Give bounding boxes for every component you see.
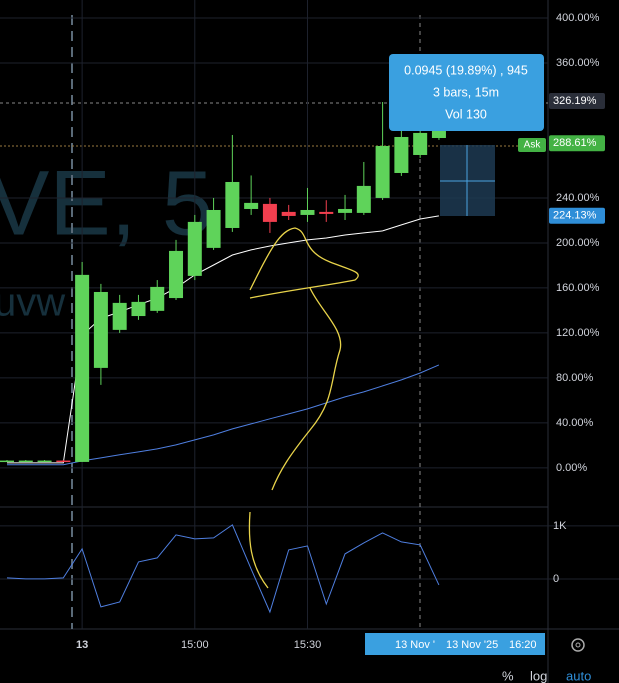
tooltip-text: 0.0945 (19.89%) , 945: [404, 63, 528, 77]
footer-toggle[interactable]: auto: [566, 668, 591, 683]
candle-body: [187, 221, 202, 276]
settings-icon[interactable]: [571, 638, 585, 652]
tooltip-text: Vol 130: [445, 107, 487, 121]
candle-body: [112, 302, 127, 330]
ask-text: Ask: [524, 140, 542, 151]
candle-body: [413, 132, 428, 155]
candle-body: [394, 136, 409, 173]
candle-body: [206, 209, 221, 248]
drawing: [249, 227, 359, 299]
candle-body: [300, 209, 315, 215]
candle-body: [244, 202, 259, 209]
y-tick-label: 40.00%: [556, 417, 594, 429]
y-tick-label: 400.00%: [556, 12, 600, 24]
candle-body: [37, 460, 52, 463]
candle-body: [262, 203, 277, 222]
price-badge: [549, 93, 605, 110]
price-label: 224.13%: [553, 210, 597, 222]
y-tick-label: 240.00%: [556, 192, 600, 204]
y-tick-label: 80.00%: [556, 372, 594, 384]
candle-body: [375, 145, 390, 198]
crosshair-badge: [365, 633, 545, 655]
tooltip-text: 3 bars, 15m: [433, 85, 499, 99]
price-badge: [549, 135, 605, 152]
y-tick-label: 0.00%: [556, 462, 587, 474]
crosshair-label: 16:20: [509, 639, 537, 651]
x-tick-label: 13: [76, 639, 88, 651]
candle-body: [431, 130, 446, 139]
candle-body: [131, 301, 146, 317]
drawing: [248, 511, 269, 589]
price-label: 288.61%: [553, 137, 597, 149]
candle-body: [56, 460, 71, 463]
price-badge: [549, 207, 605, 224]
candle-body: [169, 250, 184, 299]
watermark: uvw: [0, 281, 65, 325]
candle-body: [338, 208, 353, 213]
crosshair-label: 13 Nov '25: [446, 639, 498, 651]
candle-body: [0, 460, 14, 463]
y2-tick-label: 1K: [553, 520, 567, 532]
y-tick-label: 360.00%: [556, 57, 600, 69]
indicator-line: [6, 524, 440, 614]
y-tick-label: 160.00%: [556, 282, 600, 294]
watermark: VE, 5: [0, 152, 213, 254]
x-tick-label: 15:30: [294, 639, 322, 651]
candle-body: [356, 185, 371, 213]
y-tick-label: 120.00%: [556, 327, 600, 339]
candle-body: [225, 181, 240, 228]
crosshair-label: 13 Nov ': [395, 639, 435, 651]
candle-body: [319, 211, 334, 214]
footer-toggle[interactable]: %: [502, 668, 514, 683]
x-tick-label: 15:00: [181, 639, 209, 651]
candle-body: [18, 460, 33, 463]
footer-toggle[interactable]: log: [530, 668, 547, 683]
candle-body: [93, 291, 108, 368]
drawing: [271, 287, 342, 491]
candle-body: [281, 211, 296, 216]
price-label: 326.19%: [553, 95, 597, 107]
y-tick-label: 200.00%: [556, 237, 600, 249]
tooltip: [389, 54, 544, 131]
y2-tick-label: 0: [553, 573, 559, 585]
settings-icon[interactable]: [575, 642, 581, 648]
candle-body: [75, 274, 90, 462]
ask-badge: [518, 138, 546, 152]
candle-body: [150, 286, 165, 311]
